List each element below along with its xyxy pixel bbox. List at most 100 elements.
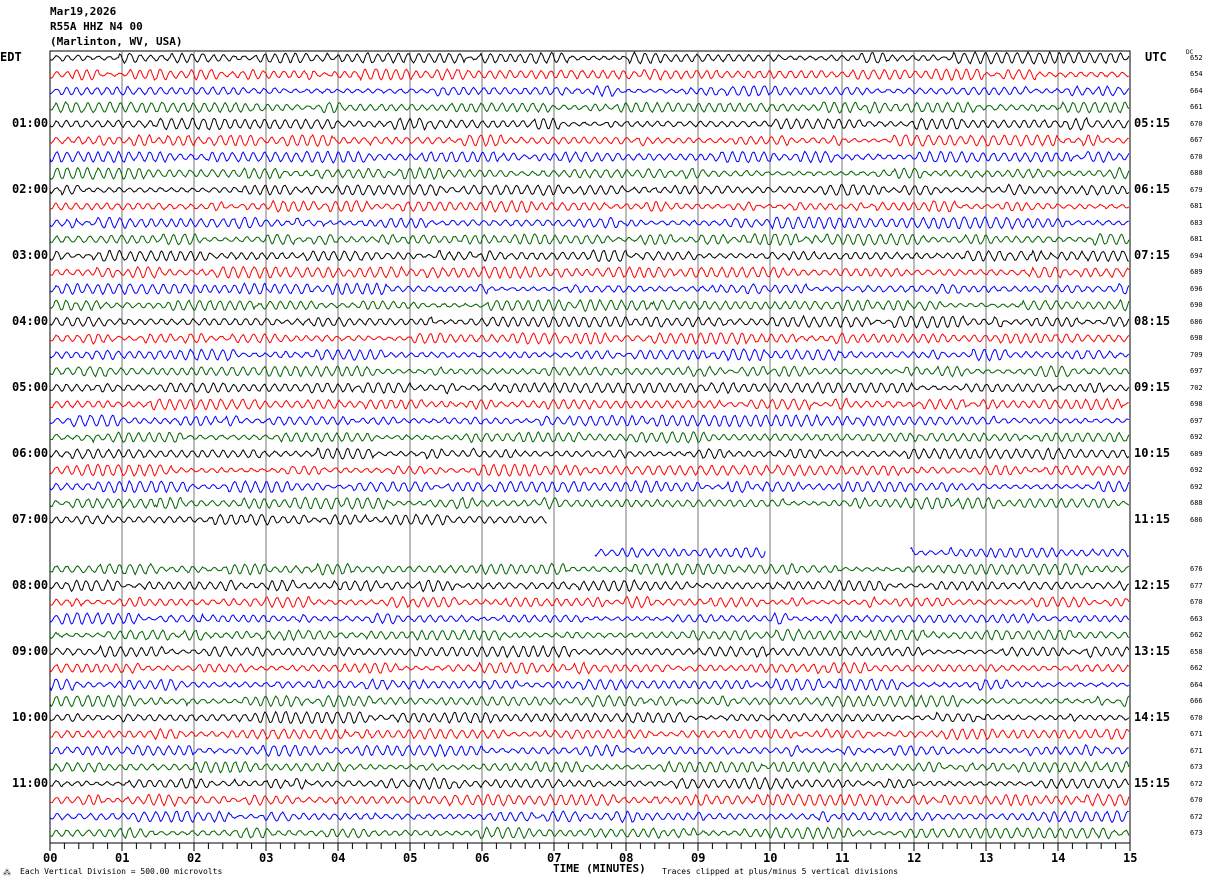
- dc-offset: 683: [1190, 218, 1203, 227]
- trace-row: [49, 677, 1130, 692]
- left-hour-label: 10:00: [12, 709, 49, 724]
- trace-row: [594, 546, 1130, 559]
- right-hour-label: 11:15: [1134, 511, 1171, 526]
- trace-row: [49, 743, 1129, 758]
- x-tick-label: 04: [331, 851, 346, 865]
- dc-offset: 692: [1190, 466, 1203, 475]
- dc-offset: 681: [1190, 202, 1203, 211]
- left-hour-label: 05:00: [12, 379, 49, 394]
- trace-row: [49, 413, 1130, 428]
- left-hour-label: 11:00: [12, 775, 49, 790]
- right-hour-label: 05:15: [1134, 115, 1171, 130]
- x-tick-label: 00: [43, 851, 58, 865]
- trace-row: [49, 611, 1130, 625]
- x-tick-label: 05: [403, 851, 418, 865]
- right-hour-label: 09:15: [1134, 379, 1171, 394]
- trace-row: [49, 595, 1130, 609]
- dc-offset: 673: [1190, 829, 1203, 838]
- dc-offset: 662: [1190, 664, 1203, 673]
- x-tick-label: 10: [763, 851, 778, 865]
- trace-row: [49, 562, 1130, 576]
- dc-offset: 698: [1190, 334, 1203, 343]
- trace-row: [49, 348, 1130, 362]
- x-tick-label: 02: [187, 851, 202, 865]
- trace-row: [49, 133, 1129, 147]
- right-hour-label: 15:15: [1134, 775, 1171, 790]
- trace-row: [49, 282, 1130, 296]
- x-tick-label: 08: [619, 851, 634, 865]
- x-tick-label: 07: [547, 851, 562, 865]
- left-hour-label: 01:00: [12, 115, 49, 130]
- dc-offset: 670: [1190, 598, 1203, 607]
- trace-row: [49, 150, 1130, 164]
- trace-row: [49, 810, 1129, 824]
- right-hour-label: 14:15: [1134, 709, 1171, 724]
- date-label: Mar19,2026: [50, 5, 117, 18]
- left-hour-label: 04:00: [12, 313, 49, 328]
- x-tick-label: 03: [259, 851, 274, 865]
- dc-offset: 670: [1190, 796, 1203, 805]
- x-tick-label: 13: [979, 851, 994, 865]
- dc-offset: 709: [1190, 350, 1203, 359]
- right-hour-label: 12:15: [1134, 577, 1171, 592]
- trace-row: [49, 694, 1130, 708]
- trace-row: [49, 776, 1130, 791]
- dc-offset: 664: [1190, 86, 1203, 95]
- dc-offset: 664: [1190, 680, 1203, 689]
- dc-offset: 680: [1190, 169, 1203, 178]
- trace-row: [49, 661, 1130, 675]
- dc-offset: 667: [1190, 136, 1203, 145]
- dc-offset: 661: [1190, 103, 1203, 112]
- dc-offset: 652: [1190, 54, 1203, 62]
- station-label: R55A HHZ N4 00: [50, 20, 143, 33]
- dc-offset: 658: [1190, 647, 1203, 656]
- trace-row: [49, 793, 1130, 808]
- x-axis-label: TIME (MINUTES): [553, 862, 646, 875]
- right-hour-label: 07:15: [1134, 247, 1171, 262]
- left-hour-label: 02:00: [12, 181, 49, 196]
- dc-offset: 672: [1190, 779, 1203, 788]
- left-hour-label: 03:00: [12, 247, 49, 262]
- trace-row: [49, 183, 1130, 197]
- trace-row: [49, 249, 1130, 263]
- right-hour-label: 06:15: [1134, 181, 1171, 196]
- left-hour-label: 06:00: [12, 445, 49, 460]
- trace-row: [49, 727, 1130, 741]
- location-label: (Marlinton, WV, USA): [50, 35, 183, 48]
- dc-offset: 702: [1190, 383, 1203, 392]
- x-tick-label: 09: [691, 851, 706, 865]
- right-timezone: UTC: [1145, 50, 1167, 64]
- dc-offset: 694: [1190, 251, 1203, 260]
- dc-offset: 686: [1190, 317, 1203, 326]
- x-tick-label: 06: [475, 851, 490, 865]
- dc-offset: 697: [1190, 416, 1203, 425]
- dc-offset: 673: [1190, 763, 1203, 772]
- trace-row: [49, 298, 1130, 313]
- trace-row: [49, 166, 1130, 180]
- left-hour-label: 08:00: [12, 577, 49, 592]
- dc-offset: 677: [1190, 581, 1203, 590]
- trace-row: [49, 381, 1130, 395]
- dc-offset: 672: [1190, 812, 1203, 821]
- dc-offset: 671: [1190, 746, 1203, 755]
- trace-row: [49, 513, 548, 526]
- trace-row: [49, 397, 1129, 412]
- dc-offset: 696: [1190, 284, 1203, 293]
- dc-offset: 662: [1190, 631, 1203, 640]
- trace-row: [49, 331, 1130, 346]
- x-tick-label: 01: [115, 851, 130, 865]
- trace-row: [49, 579, 1130, 593]
- scale-icon: ⁂: [3, 868, 11, 877]
- dc-offset: 698: [1190, 400, 1203, 409]
- trace-row: [49, 216, 1129, 231]
- trace-row: [49, 760, 1130, 774]
- trace-row: [49, 644, 1130, 659]
- dc-label: DC: [1186, 49, 1194, 56]
- dc-offset: 692: [1190, 482, 1203, 491]
- dc-offset: 679: [1190, 185, 1203, 194]
- left-timezone: EDT: [0, 50, 22, 64]
- dc-offset: 670: [1190, 152, 1203, 161]
- x-tick-label: 11: [835, 851, 850, 865]
